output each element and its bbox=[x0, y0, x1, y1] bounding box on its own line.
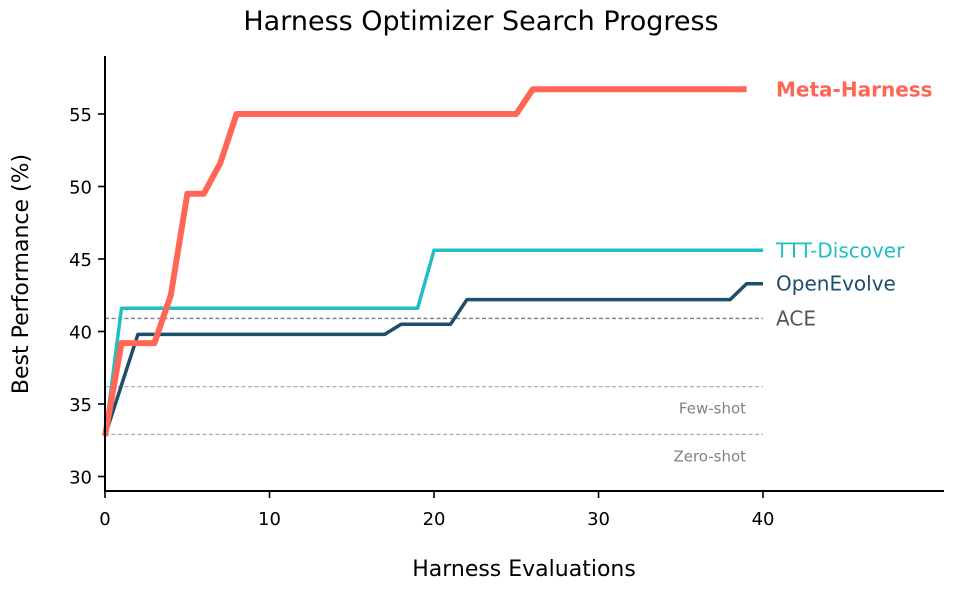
few-shot-label: Few-shot bbox=[679, 400, 746, 418]
x-tick-label: 40 bbox=[752, 509, 775, 530]
zero-shot-label: Zero-shot bbox=[673, 447, 746, 465]
y-tick-label: 55 bbox=[69, 105, 92, 126]
meta-harness-line bbox=[102, 86, 747, 437]
y-axis-label: Best Performance (%) bbox=[9, 154, 34, 394]
reference-lines bbox=[105, 317, 764, 436]
ticks: 0 10 20 30 40 30 35 40 45 50 55 bbox=[69, 105, 774, 530]
chart-title: Harness Optimizer Search Progress bbox=[243, 6, 718, 37]
y-tick-label: 30 bbox=[69, 468, 92, 489]
x-axis-label: Harness Evaluations bbox=[412, 557, 636, 582]
axes bbox=[104, 56, 944, 492]
x-tick-label: 0 bbox=[99, 509, 110, 530]
ttt-discover-label: TTT-Discover bbox=[775, 238, 905, 262]
x-tick-label: 10 bbox=[258, 509, 281, 530]
openevolve-line bbox=[103, 281, 763, 437]
y-tick-label: 50 bbox=[69, 178, 92, 199]
x-tick-label: 30 bbox=[587, 509, 610, 530]
y-tick-label: 40 bbox=[69, 323, 92, 344]
y-tick-label: 35 bbox=[69, 395, 92, 416]
series-lines bbox=[102, 86, 763, 437]
openevolve-label: OpenEvolve bbox=[776, 272, 896, 296]
ace-label: ACE bbox=[776, 306, 816, 330]
x-tick-label: 20 bbox=[423, 509, 446, 530]
ttt-discover-line bbox=[103, 248, 763, 437]
meta-harness-label: Meta-Harness bbox=[776, 77, 933, 101]
y-tick-label: 45 bbox=[69, 250, 92, 271]
series-labels: ACE Few-shot Zero-shot Meta-Harness TTT-Disc… bbox=[673, 77, 932, 465]
